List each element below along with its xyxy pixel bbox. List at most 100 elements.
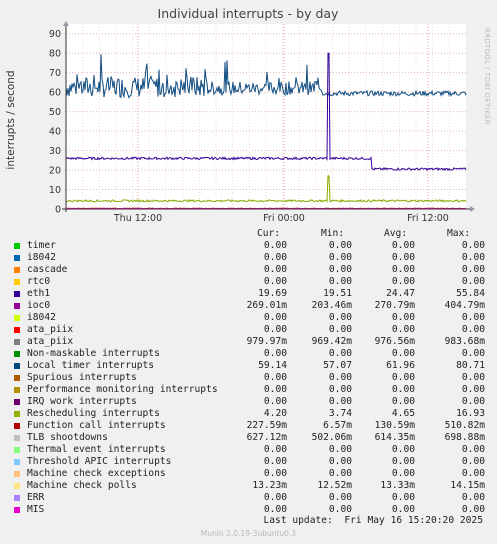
- legend-swatch: [14, 351, 20, 357]
- legend-avg: 0.00: [391, 492, 415, 503]
- legend-min: 0.00: [328, 348, 352, 359]
- legend-cur: 0.00: [263, 396, 287, 407]
- legend-avg: 0.00: [391, 240, 415, 251]
- legend-swatch: [14, 399, 20, 405]
- legend-row: Local timer interrupts 59.14 57.07 61.96 80.…: [0, 360, 497, 372]
- x-tick-labels: Thu 12:00 Fri 00:00 Fri 12:00: [113, 213, 449, 224]
- legend-max: 80.71: [456, 360, 485, 371]
- legend-swatch: [14, 243, 20, 249]
- legend-min: 0.00: [328, 324, 352, 335]
- legend-max: 0.00: [461, 456, 485, 467]
- legend-name: Performance monitoring interrupts: [27, 384, 218, 395]
- legend-name: ioc0: [27, 300, 51, 311]
- legend-swatch: [14, 255, 20, 261]
- legend-max: 698.88m: [444, 432, 485, 443]
- legend-row: Thermal event interrupts 0.00 0.00 0.00 0.00: [0, 444, 497, 456]
- legend-min: 969.42m: [311, 336, 352, 347]
- x-axis-arrow: [470, 206, 475, 212]
- header-avg: Avg:: [384, 228, 408, 239]
- header-cur: Cur:: [257, 228, 281, 239]
- y-axis-label: interrupts / second: [5, 70, 17, 169]
- legend-avg: 24.47: [386, 288, 415, 299]
- legend-min: 0.00: [328, 468, 352, 479]
- legend-max: 0.00: [461, 384, 485, 395]
- y-axis-arrow: [63, 21, 69, 26]
- legend-max: 16.93: [456, 408, 485, 419]
- legend-name: IRQ work interrupts: [27, 396, 137, 407]
- legend-avg: 976.56m: [374, 336, 415, 347]
- legend-min: 0.00: [328, 384, 352, 395]
- legend-cur: 0.00: [263, 456, 287, 467]
- legend-avg: 0.00: [391, 384, 415, 395]
- legend-min: 0.00: [328, 444, 352, 455]
- legend-max: 0.00: [461, 396, 485, 407]
- legend-swatch: [14, 507, 20, 513]
- legend-swatch: [14, 267, 20, 273]
- legend-avg: 13.33m: [380, 480, 415, 491]
- legend-avg: 0.00: [391, 264, 415, 275]
- legend-cur: 627.12m: [246, 432, 287, 443]
- legend-avg: 0.00: [391, 348, 415, 359]
- legend-swatch: [14, 339, 20, 345]
- legend-name: Thermal event interrupts: [27, 444, 166, 455]
- legend-swatch: [14, 471, 20, 477]
- legend-min: 0.00: [328, 276, 352, 287]
- series-line: [65, 175, 467, 204]
- legend-cur: 19.69: [258, 288, 287, 299]
- y-tick-label: 0: [55, 205, 61, 216]
- legend-max: 0.00: [461, 444, 485, 455]
- legend-row: TLB shootdowns 627.12m 502.06m 614.35m 698.8…: [0, 432, 497, 444]
- legend-cur: 269.01m: [246, 300, 287, 311]
- last-update: Last update: Fri May 16 15:20:20 2025: [263, 515, 484, 526]
- legend-swatch: [14, 363, 20, 369]
- legend-row: Rescheduling interrupts 4.20 3.74 4.65 16.93: [0, 408, 497, 420]
- legend-max: 0.00: [461, 492, 485, 503]
- legend-max: 0.00: [461, 252, 485, 263]
- legend-max: 0.00: [461, 348, 485, 359]
- y-tick-label: 10: [49, 185, 61, 196]
- legend-name: Spurious interrupts: [27, 372, 137, 383]
- legend-cur: 0.00: [263, 240, 287, 251]
- legend-min: 0.00: [328, 504, 352, 515]
- legend-min: 19.51: [323, 288, 352, 299]
- legend-swatch: [14, 495, 20, 501]
- legend-swatch: [14, 315, 20, 321]
- x-tick-label: Fri 12:00: [407, 213, 449, 224]
- legend-name: ata_piix: [27, 324, 74, 335]
- legend-row: MIS 0.00 0.00 0.00 0.00: [0, 504, 497, 516]
- legend-avg: 0.00: [391, 468, 415, 479]
- legend-name: cascade: [27, 264, 68, 275]
- legend-min: 12.52m: [317, 480, 352, 491]
- x-tick-label: Thu 12:00: [113, 213, 162, 224]
- legend-min: 0.00: [328, 456, 352, 467]
- header-min: Min:: [321, 228, 345, 239]
- legend-min: 57.07: [323, 360, 352, 371]
- legend-name: Rescheduling interrupts: [27, 408, 160, 419]
- legend-cur: 13.23m: [252, 480, 287, 491]
- legend-max: 0.00: [461, 324, 485, 335]
- legend-swatch: [14, 483, 20, 489]
- legend-avg: 4.65: [391, 408, 415, 419]
- legend-max: 0.00: [461, 264, 485, 275]
- legend-max: 14.15m: [450, 480, 485, 491]
- legend-avg: 0.00: [391, 444, 415, 455]
- legend-cur: 0.00: [263, 492, 287, 503]
- legend-avg: 0.00: [391, 324, 415, 335]
- legend-row: Non-maskable interrupts 0.00 0.00 0.00 0.00: [0, 348, 497, 360]
- legend-row: cascade 0.00 0.00 0.00 0.00: [0, 264, 497, 276]
- legend-name: timer: [27, 240, 56, 251]
- legend-min: 0.00: [328, 240, 352, 251]
- legend-swatch: [14, 327, 20, 333]
- legend-swatch: [14, 375, 20, 381]
- legend-cur: 0.00: [263, 312, 287, 323]
- y-tick-label: 50: [49, 107, 61, 118]
- legend-swatch: [14, 435, 20, 441]
- legend-cur: 0.00: [263, 324, 287, 335]
- legend-max: 0.00: [461, 372, 485, 383]
- legend-row: rtc0 0.00 0.00 0.00 0.00: [0, 276, 497, 288]
- legend-min: 0.00: [328, 252, 352, 263]
- legend-name: Local timer interrupts: [27, 360, 155, 371]
- legend-row: Threshold APIC interrupts 0.00 0.00 0.00 0.0…: [0, 456, 497, 468]
- legend-avg: 0.00: [391, 276, 415, 287]
- chart: Individual interrupts - by day interrupt…: [5, 6, 491, 224]
